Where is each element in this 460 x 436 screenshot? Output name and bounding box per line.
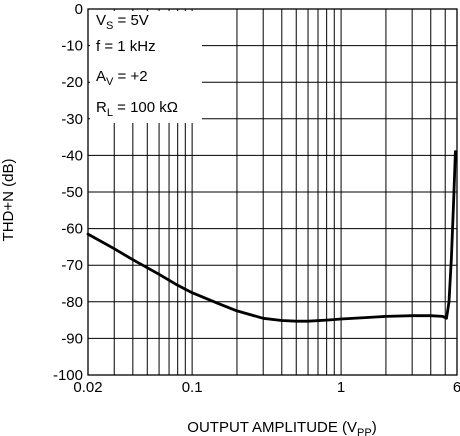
thd-series-line [86, 150, 457, 323]
annotation-sub: V [106, 76, 114, 88]
y-tick-label: 0 [75, 1, 83, 18]
plot-frame [87, 8, 458, 376]
annotation-rest: = 100 kΩ [113, 99, 178, 116]
x-axis-label-close: ) [372, 419, 377, 436]
annotation-main: R [96, 99, 107, 116]
annotation-rest: = +2 [113, 68, 147, 85]
y-tick-label: -100 [53, 367, 83, 384]
annotation-main: f = 1 kHz [96, 38, 156, 55]
y-tick-label: -50 [61, 184, 83, 201]
y-tick-label: -80 [61, 294, 83, 311]
y-tick-label: -40 [61, 147, 83, 164]
annotation-main: V [96, 12, 106, 29]
annotation-line: RL = 100 kΩ [96, 99, 178, 119]
x-tick-label: 1 [337, 379, 345, 396]
annotation-rest: = 5V [113, 12, 148, 29]
x-tick-labels: 0.02 0.1 1 6 [73, 379, 460, 396]
annotation-line: AV = +2 [96, 68, 148, 88]
x-axis-label-main: OUTPUT AMPLITUDE (V [187, 419, 357, 436]
x-tick-label: 0.02 [73, 379, 102, 396]
y-tick-label: -20 [61, 74, 83, 91]
annotation-sub: S [106, 20, 113, 32]
y-tick-label: -30 [61, 111, 83, 128]
annotation-background [90, 11, 202, 123]
x-tick-label: 6 [453, 379, 460, 396]
y-tick-label: -10 [61, 38, 83, 55]
y-tick-label: -90 [61, 330, 83, 347]
y-tick-labels: 0 -10 -20 -30 -40 -50 -60 -70 -80 -90 -100 [53, 1, 83, 384]
annotation-main: A [96, 68, 106, 85]
annotation-line: VS = 5V [96, 12, 149, 32]
y-tick-label: -60 [61, 221, 83, 238]
x-tick-label: 0.1 [182, 379, 203, 396]
x-axis-label-sub: PP [357, 427, 372, 436]
x-axis-label: OUTPUT AMPLITUDE (VPP) [187, 419, 376, 436]
annotation-sub: L [107, 107, 113, 119]
y-axis-label: THD+N (dB) [0, 159, 17, 242]
annotation-line: f = 1 kHz [96, 38, 156, 55]
y-tick-label: -70 [61, 257, 83, 274]
